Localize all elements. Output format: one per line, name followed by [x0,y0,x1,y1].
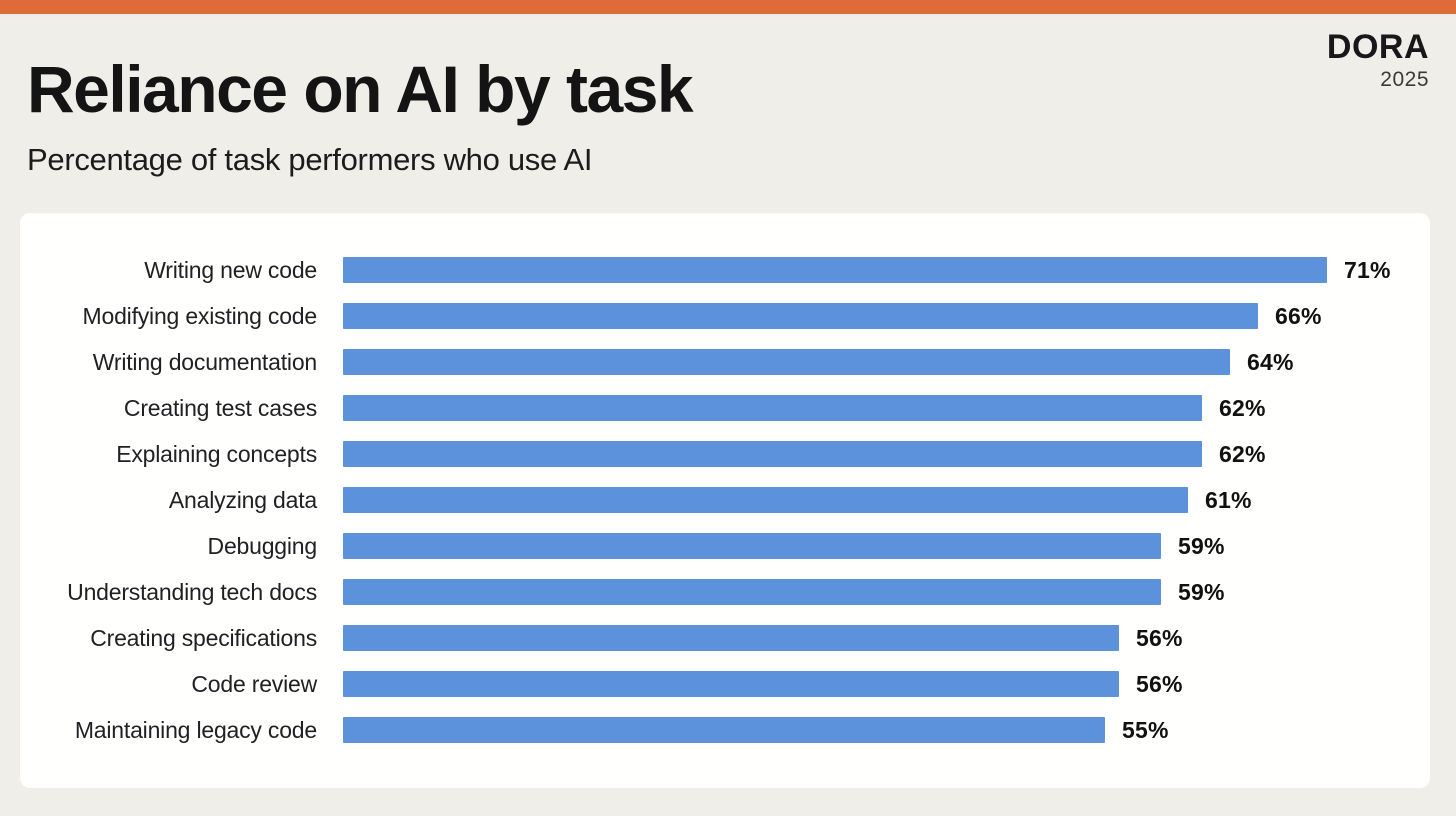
chart-row: Creating test cases 62% [20,385,1430,431]
bar-track: 59% [343,579,1430,606]
page-subtitle: Percentage of task performers who use AI [27,142,593,177]
chart-row: Writing new code 71% [20,247,1430,293]
bar-value: 56% [1136,670,1183,697]
accent-top-strip [0,0,1456,14]
bar [343,717,1105,743]
chart-row: Debugging 59% [20,523,1430,569]
bar-label: Understanding tech docs [67,578,317,605]
bar-track: 62% [343,395,1430,422]
bar-track: 64% [343,349,1430,376]
bar [343,625,1119,651]
bar-value: 56% [1136,624,1183,651]
bar-label: Creating specifications [90,624,317,651]
bar-label: Explaining concepts [116,440,317,467]
page-title: Reliance on AI by task [27,52,694,126]
chart-row: Analyzing data 61% [20,477,1430,523]
bar [343,395,1202,421]
bar-label: Modifying existing code [82,302,318,329]
bar-label: Writing new code [144,256,317,283]
bar [343,257,1327,283]
chart-card: Writing new code 71% Modifying existing … [20,213,1430,788]
dora-logo: DORA 2025 [1327,30,1429,92]
bar [343,579,1161,605]
bar-value: 59% [1178,532,1225,559]
bar-track: 62% [343,441,1430,468]
bar-value: 71% [1344,256,1391,283]
bar-track: 59% [343,533,1430,560]
dora-logo-year: 2025 [1380,68,1429,91]
bar [343,303,1258,329]
chart-row: Modifying existing code 66% [20,293,1430,339]
chart-row: Creating specifications 56% [20,615,1430,661]
bar-label: Debugging [207,532,318,559]
bar-track: 56% [343,671,1430,698]
bar-track: 71% [343,257,1430,284]
bar-label: Writing documentation [92,348,317,375]
bar-value: 61% [1205,486,1252,513]
header: Reliance on AI by task Percentage of tas… [0,14,1456,178]
chart-row: Maintaining legacy code 55% [20,707,1430,753]
bar [343,487,1188,513]
bar-track: 66% [343,303,1430,330]
chart-rows: Writing new code 71% Modifying existing … [20,247,1430,753]
bar-value: 62% [1219,440,1266,467]
chart-row: Understanding tech docs 59% [20,569,1430,615]
bar-track: 61% [343,487,1430,514]
bar-track: 56% [343,625,1430,652]
bar-label: Analyzing data [168,486,317,513]
chart-row: Writing documentation 64% [20,339,1430,385]
chart-row: Code review 56% [20,661,1430,707]
chart-row: Explaining concepts 62% [20,431,1430,477]
bar-label: Code review [191,670,317,697]
bar-value: 55% [1122,716,1169,743]
bar-label: Creating test cases [123,394,317,421]
bar [343,533,1161,559]
bar [343,441,1202,467]
bar-label: Maintaining legacy code [74,716,317,743]
dora-logo-brand: DORA [1326,28,1429,66]
bar [343,671,1119,697]
bar-track: 55% [343,717,1430,744]
bar [343,349,1230,375]
bar-value: 64% [1247,348,1294,375]
bar-value: 59% [1178,578,1225,605]
bar-value: 66% [1275,302,1322,329]
bar-value: 62% [1219,394,1266,421]
